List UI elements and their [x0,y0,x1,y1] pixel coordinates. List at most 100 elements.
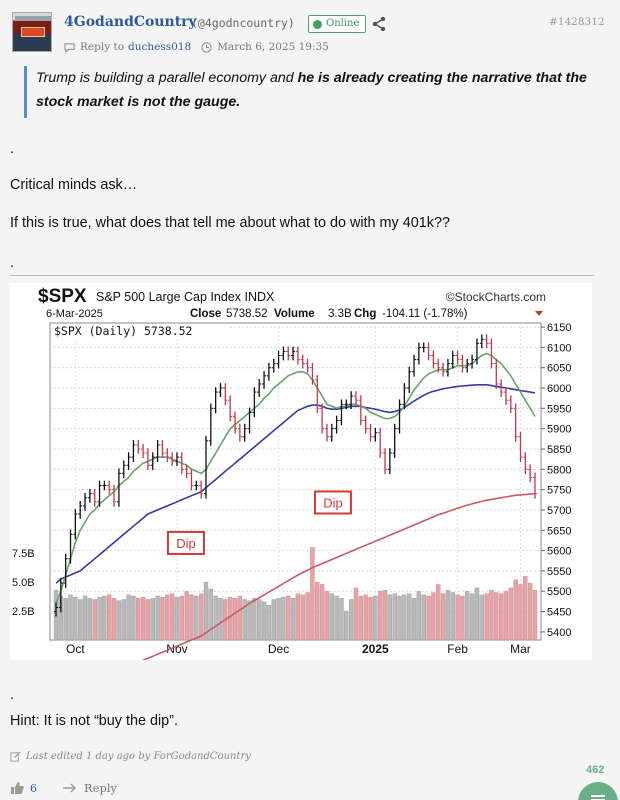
online-status-label: Online [326,18,360,29]
chart-volume-bar [136,598,141,641]
chart-volume-bar [227,596,233,641]
chart-volume-bar [450,592,455,641]
chart-volume-bar [436,584,441,641]
chart-x-tick-label: Nov [166,642,187,656]
chart-volume-bar [382,590,388,641]
clock-icon [201,41,212,53]
chart-volume-bar [261,601,267,641]
reply-to-user-link[interactable]: duchess018 [128,41,192,53]
chart-y-tick-label: 6050 [547,363,571,375]
reply-button[interactable]: Reply [62,781,117,795]
chart-volume-bar [407,593,412,641]
post-id[interactable]: #1428312 [549,16,605,28]
divider [10,275,594,276]
post-timestamp[interactable]: March 6, 2025 19:35 [217,41,329,53]
chart-legend-label: $SPX (Daily) 5738.52 [54,324,192,338]
body-line-dot-3: . [10,687,14,703]
post-meta: Reply to duchess018 March 6, 2025 19:35 [64,41,329,53]
edit-icon [10,751,21,762]
chart-y-tick-label: 5650 [547,525,571,537]
chart-volume-bar [460,595,465,641]
chart-volume-label: Volume [274,308,315,320]
chart-volume-bar [111,598,117,641]
quote-text: Trump is building a parallel economy and [36,70,298,86]
share-icon[interactable] [372,16,386,32]
chart-volume-bar [295,593,301,641]
chart-volume-bar [82,595,88,641]
body-line-hint: Hint: It is not “buy the dip”. [10,713,178,729]
chart-volume-bar [508,587,514,641]
chart-volume-bar [126,594,131,641]
chart-volume-bar [218,598,223,641]
chart-volume-bar [102,595,107,641]
chart-close-label: Close [190,308,221,320]
chart-y-tick-label: 5850 [547,444,571,456]
chart-date: 6-Mar-2025 [46,308,103,320]
chart-volume-bar [252,598,257,641]
chart-volume-bar [116,600,122,641]
online-status-badge: Online [308,15,367,33]
chart-volume-bar [392,593,397,641]
chart-volume-bar [247,600,252,641]
chart-volume-bar [198,593,204,641]
chart-volume-bar [266,605,272,641]
quote-bold-text: he is already creating the narrative tha… [36,70,587,110]
chart-volume-bar [358,595,364,641]
chart-volume-bar [465,591,470,641]
thumbs-up-icon[interactable] [10,781,24,795]
chart-volume-bar [189,594,194,641]
chart-volume-bar [107,594,112,641]
chart-ma20-line [55,352,536,604]
chart-y-tick-label: 5600 [547,546,571,558]
chart-volume-bar [319,584,325,641]
body-line-dot-1: . [10,141,14,157]
chart-y-tick-label: 5450 [547,607,571,619]
like-control[interactable]: 6 [10,781,37,795]
chart-ticker: $SPX [38,286,87,307]
chart-volume-bar [329,593,334,641]
chart-brand: ©StockCharts.com [446,290,546,304]
chart-volume-bar [184,591,189,641]
chart-y-tick-label: 6150 [547,322,571,334]
chart-volume-bar [440,593,446,641]
chart-volume-bar [431,592,436,641]
blockquote: Trump is building a parallel economy and… [24,66,594,118]
chart-volume-bar [469,593,475,641]
stock-chart[interactable]: $SPX S&P 500 Large Cap Index INDX ©StockCh… [10,283,592,660]
chart-volume-bar [232,598,238,641]
chart-volume-bar [324,591,330,641]
chart-ma50-line [55,384,536,584]
chart-volume-bar [271,599,276,641]
chart-x-tick-label: Feb [447,642,468,656]
chart-annotation-label: Dip [323,496,343,511]
chart-volume-bar [498,593,504,641]
chart-volume-bar [315,581,320,641]
chart-volume-bar [77,599,83,641]
reply-arrow-icon [63,783,76,793]
chart-volume-bar [513,579,518,641]
online-dot-icon [313,19,322,29]
chart-volume-tick-label: 5.0B [12,577,35,589]
reply-to-label: Reply to [80,41,125,53]
menu-icon[interactable] [578,782,618,800]
chart-volume-bar [310,547,315,641]
avatar[interactable] [12,12,52,52]
chart-y-tick-label: 5950 [547,403,571,415]
chart-volume-bar [131,595,136,641]
chart-volume-bar [237,595,243,641]
reply-label: Reply [84,781,118,795]
chart-volume-bar [286,595,291,641]
chart-volume-bar [87,598,93,641]
chart-volume-bar [165,594,170,641]
username-link[interactable]: 4GodandCountry [64,14,197,30]
chart-chg-value: -104.11 (-1.78%) [382,308,468,320]
chart-volume-bar [363,594,368,641]
chart-volume-value: 3.3B [328,308,352,320]
chart-volume-bar [121,599,126,641]
chart-volume-bar [532,590,538,641]
chart-x-tick-label: 2025 [362,642,389,656]
chart-y-tick-label: 5500 [547,586,571,598]
chart-volume-bar [73,596,78,641]
chart-chg-label: Chg [354,308,376,320]
